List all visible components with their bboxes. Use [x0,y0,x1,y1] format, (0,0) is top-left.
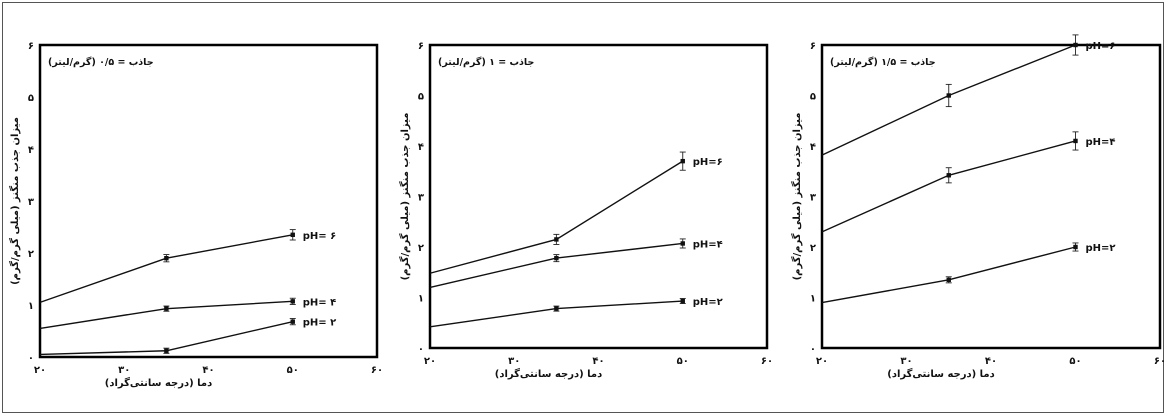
data-point [946,93,951,98]
x-tick-label: ۲۰ [424,356,436,367]
data-point [1073,42,1078,48]
y-tick-label: ۶ [28,41,34,52]
x-tick-label: ۳۰ [508,356,520,367]
x-tick-label: ۵۰ [1069,356,1081,367]
data-point [290,232,295,237]
series-label: pH=۴ [1086,137,1116,148]
series-line [39,300,293,330]
x-axis-label: دما (درجه سانتی‌گراد) [887,367,994,380]
plot-area-border [428,43,769,350]
data-point [290,299,295,304]
y-tick-label: ۰ [28,353,34,364]
chart-panel-3: ۰ ۱ ۲ ۳ ۴ ۵ ۶ ۲۰ ۳۰ ۴۰ ۵۰ ۶۰ دما (درجه سانتی‌گراد) می… [790,34,1166,380]
series-label: pH=۴ [693,239,723,250]
series-label: pH= ۶ [303,231,337,242]
data-point [1073,138,1078,144]
series-label: pH= ۲ [303,318,337,329]
data-point [164,306,169,311]
data-point [164,256,169,261]
y-tick-label: ۱ [28,301,34,312]
y-tick-label: ۲ [810,243,816,254]
x-tick-label: ۳۰ [118,365,130,376]
adsorbent-dose-annotation: جاذب = ۰/۵ (گرم/لیتر) [48,56,154,68]
y-tick-label: ۴ [418,142,424,153]
x-axis-label: دما (درجه سانتی‌گراد) [105,376,212,389]
data-point [164,348,169,353]
series-label: pH= ۴ [303,297,337,308]
series-line [821,246,1076,304]
data-point [554,237,559,242]
x-tick-label: ۴۰ [985,356,997,367]
x-tick-label: ۵۰ [287,365,299,376]
x-tick-label: ۴۰ [592,356,604,367]
chart-panel-2: ۰ ۱ ۲ ۳ ۴ ۵ ۶ ۲۰ ۳۰ ۴۰ ۵۰ ۶۰ دما (درجه سانتی‌گراد) می… [398,41,773,380]
data-point [290,319,295,324]
y-tick-label: ۳ [28,197,34,208]
y-tick-label: ۲ [418,243,424,254]
x-tick-label: ۲۰ [816,356,828,367]
y-tick-label: ۵ [28,93,34,104]
y-axis-label: میزان جذب منگنز (میلی گرم/گرم) [790,113,803,281]
y-tick-label: ۱ [810,294,816,305]
data-point [680,298,685,304]
y-tick-label: ۶ [810,41,816,52]
x-tick-label: ۳۰ [900,356,912,367]
y-tick-label: ۲ [28,249,34,260]
data-point [554,306,559,311]
series-label: pH=۶ [693,157,723,168]
y-axis-label: میزان جذب منگنز (میلی گرم/گرم) [8,117,21,285]
x-tick-label: ۴۰ [202,365,214,376]
y-tick-label: ۵ [810,92,816,103]
y-tick-label: ۱ [418,294,424,305]
series-line [39,234,293,304]
series-label: pH=۲ [1086,243,1116,254]
y-tick-label: ۳ [418,193,424,204]
series-line [429,300,683,328]
y-tick-label: ۴ [28,145,34,156]
plot-area-border [38,43,379,359]
data-point [554,255,559,261]
x-tick-label: ۶۰ [1154,356,1166,367]
y-tick-label: ۰ [418,344,424,355]
series-line [429,242,683,289]
adsorbent-dose-annotation: جاذب = ۱/۵ (گرم/لیتر) [830,56,936,68]
x-axis-label: دما (درجه سانتی‌گراد) [495,367,602,380]
y-tick-label: ۶ [418,41,424,52]
series-label: pH=۲ [693,297,723,308]
y-tick-label: ۳ [810,193,816,204]
y-axis-label: میزان جذب منگنز (میلی گرم/گرم) [398,113,411,281]
plot-area-border [820,43,1162,350]
data-point [680,241,685,246]
x-tick-label: ۶۰ [371,365,383,376]
x-tick-label: ۵۰ [677,356,689,367]
y-tick-label: ۰ [810,344,816,355]
data-point [946,277,951,283]
x-tick-label: ۶۰ [761,356,773,367]
y-tick-label: ۵ [418,92,424,103]
series-line [821,140,1076,233]
x-tick-label: ۲۰ [34,365,46,376]
chart-panel-1: ۰ ۱ ۲ ۳ ۴ ۵ ۶ ۲۰ ۳۰ ۴۰ ۵۰ ۶۰ دما (درجه سانتی‌گراد) می… [8,41,383,389]
data-point [680,158,685,164]
adsorbent-dose-annotation: جاذب = ۱ (گرم/لیتر) [438,56,534,68]
data-point [946,173,951,178]
y-tick-label: ۴ [810,142,816,153]
data-point [1073,244,1078,250]
series-label: pH=۶ [1086,41,1116,52]
